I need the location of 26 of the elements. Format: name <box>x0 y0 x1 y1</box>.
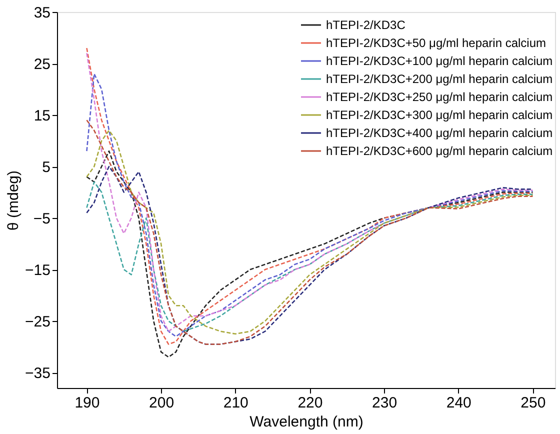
x-tick-label: 240 <box>446 394 472 412</box>
legend-label: hTEPI-2/KD3C+200 μg/ml heparin calcium <box>326 72 553 86</box>
x-tick-label: 230 <box>372 394 398 412</box>
line-series <box>86 181 534 332</box>
legend-label: hTEPI-2/KD3C+400 μg/ml heparin calcium <box>326 126 553 140</box>
y-tick-label: 5 <box>42 159 50 176</box>
legend-label: hTEPI-2/KD3C+100 μg/ml heparin calcium <box>326 54 553 68</box>
y-tick-label: −15 <box>25 262 50 280</box>
x-axis-title: Wavelength (nm) <box>250 414 364 430</box>
x-tick-label: 210 <box>223 394 248 412</box>
legend-label: hTEPI-2/KD3C+50 μg/ml heparin calcium <box>326 36 546 50</box>
y-axis-title: θ (mdeg) <box>5 170 22 231</box>
y-tick-label: 15 <box>34 108 50 125</box>
legend-label: hTEPI-2/KD3C <box>326 18 406 32</box>
x-tick-label: 200 <box>149 394 174 412</box>
y-tick-label: −5 <box>33 210 50 228</box>
legend-label: hTEPI-2/KD3C+300 μg/ml heparin calcium <box>326 108 553 122</box>
y-tick-label: −25 <box>25 314 50 331</box>
x-tick-label: 190 <box>74 394 100 412</box>
y-tick-label: 35 <box>34 4 50 22</box>
y-tick-label: −35 <box>25 365 50 382</box>
y-tick-label: 25 <box>34 56 50 74</box>
x-tick-label: 220 <box>298 394 323 412</box>
legend-label: hTEPI-2/KD3C+250 μg/ml heparin calcium <box>326 90 553 104</box>
legend-label: hTEPI-2/KD3C+600 μg/ml heparin calcium <box>326 144 553 158</box>
x-tick-label: 250 <box>520 394 546 412</box>
